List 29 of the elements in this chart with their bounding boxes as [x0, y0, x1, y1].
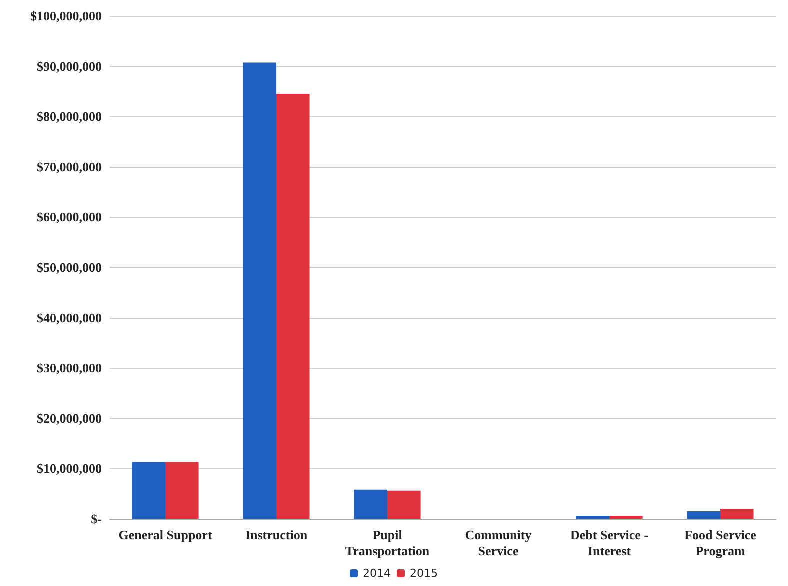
bar — [243, 62, 276, 519]
bar — [354, 490, 388, 519]
y-tick-label: $- — [91, 512, 102, 526]
x-tick-label: Community Service — [465, 528, 532, 558]
legend-label: 2015 — [410, 567, 438, 580]
x-tick-label: Food Service Program — [684, 528, 757, 558]
bar — [388, 490, 421, 519]
y-tick-label: $90,000,000 — [37, 58, 102, 74]
bar — [276, 94, 310, 519]
x-tick-label: Pupil Transportation — [345, 528, 430, 558]
y-tick-label: $70,000,000 — [37, 159, 102, 174]
y-tick-label: $20,000,000 — [37, 410, 102, 426]
bar — [132, 462, 166, 519]
x-tick-label: Instruction — [245, 528, 308, 542]
y-tick-label: $80,000,000 — [37, 109, 102, 124]
bar — [687, 511, 720, 519]
x-tick-label: Debt Service - Interest — [570, 528, 648, 558]
y-tick-label: $40,000,000 — [37, 310, 102, 326]
bar — [166, 462, 199, 519]
x-tick-label: General Support — [118, 528, 213, 542]
y-tick-label: $30,000,000 — [37, 360, 102, 376]
y-tick-label: $100,000,000 — [30, 8, 102, 24]
y-tick-label: $50,000,000 — [37, 260, 102, 275]
legend-label: 2014 — [363, 567, 392, 580]
bar — [610, 516, 643, 519]
y-tick-label: $60,000,000 — [37, 210, 102, 225]
y-tick-label: $10,000,000 — [37, 461, 102, 476]
bar — [576, 516, 610, 519]
bar — [720, 508, 754, 519]
